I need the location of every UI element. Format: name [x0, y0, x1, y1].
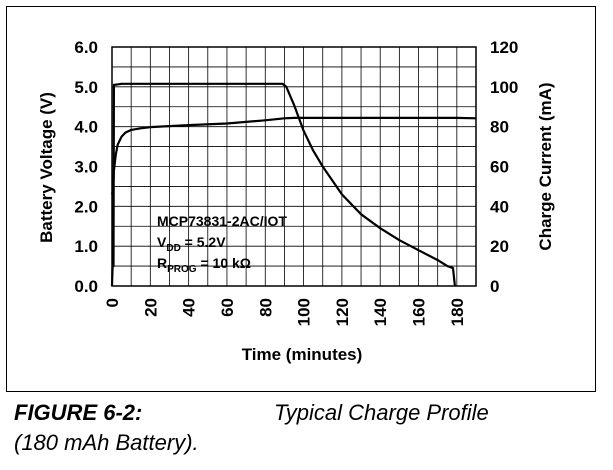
- x-tick-label: 0: [103, 298, 122, 307]
- annotation-rprog: RPROG = 10 kΩ: [157, 255, 251, 275]
- left-y-tick-label: 1.0: [74, 237, 98, 256]
- charge-current-line: [110, 82, 456, 287]
- chart-annotation: MCP73831-2AC/IOT VDD = 5.2V RPROG = 10 k…: [157, 213, 287, 275]
- right-y-tick-label: 20: [490, 237, 509, 256]
- figure-caption: FIGURE 6-2: Typical Charge Profile (180 m…: [14, 398, 604, 458]
- x-axis-title: Time (minutes): [242, 345, 363, 364]
- annotation-vdd: VDD = 5.2V: [157, 234, 226, 254]
- x-tick-label: 100: [295, 298, 314, 326]
- x-tick-label: 120: [333, 298, 352, 326]
- right-y-tick-label: 0: [490, 277, 499, 296]
- plot-area-border: [111, 46, 477, 287]
- left-y-axis-title: Battery Voltage (V): [37, 92, 56, 243]
- tick-labels: 0.0 1.0 2.0 3.0 4.0 5.0 6.0 0 20 40 60 80 100 120 0 20 4…: [74, 38, 518, 326]
- right-y-tick-label: 80: [490, 118, 509, 137]
- right-y-tick-label: 100: [490, 78, 518, 97]
- x-tick-label: 160: [410, 298, 429, 326]
- x-tick-label: 140: [371, 298, 390, 326]
- left-y-tick-label: 4.0: [74, 118, 98, 137]
- right-y-axis-title: Charge Current (mA): [536, 82, 555, 250]
- left-y-tick-label: 2.0: [74, 197, 98, 216]
- charge-profile-chart: 0.0 1.0 2.0 3.0 4.0 5.0 6.0 0 20 40 60 80 100 120 0 20 4…: [37, 38, 555, 364]
- left-y-tick-label: 5.0: [74, 78, 98, 97]
- x-tick-label: 80: [256, 298, 275, 317]
- left-y-tick-label: 6.0: [74, 38, 98, 57]
- grid: [112, 47, 476, 286]
- figure-label: FIGURE 6-2:: [14, 400, 143, 425]
- annotation-device: MCP73831-2AC/IOT: [157, 213, 287, 229]
- left-y-tick-label: 0.0: [74, 277, 98, 296]
- chart-frame: [6, 6, 596, 392]
- right-y-tick-label: 120: [490, 38, 518, 57]
- x-tick-label: 20: [141, 298, 160, 317]
- x-tick-label: 40: [180, 298, 199, 317]
- figure-title-continued: (180 mAh Battery).: [14, 430, 199, 455]
- series-layer: [110, 82, 477, 287]
- right-y-tick-label: 60: [490, 158, 509, 177]
- battery-voltage-line: [110, 116, 477, 195]
- left-y-tick-label: 3.0: [74, 158, 98, 177]
- x-tick-label: 180: [448, 298, 467, 326]
- right-y-tick-label: 40: [490, 197, 509, 216]
- figure-title: Typical Charge Profile: [274, 400, 489, 425]
- x-tick-label: 60: [218, 298, 237, 317]
